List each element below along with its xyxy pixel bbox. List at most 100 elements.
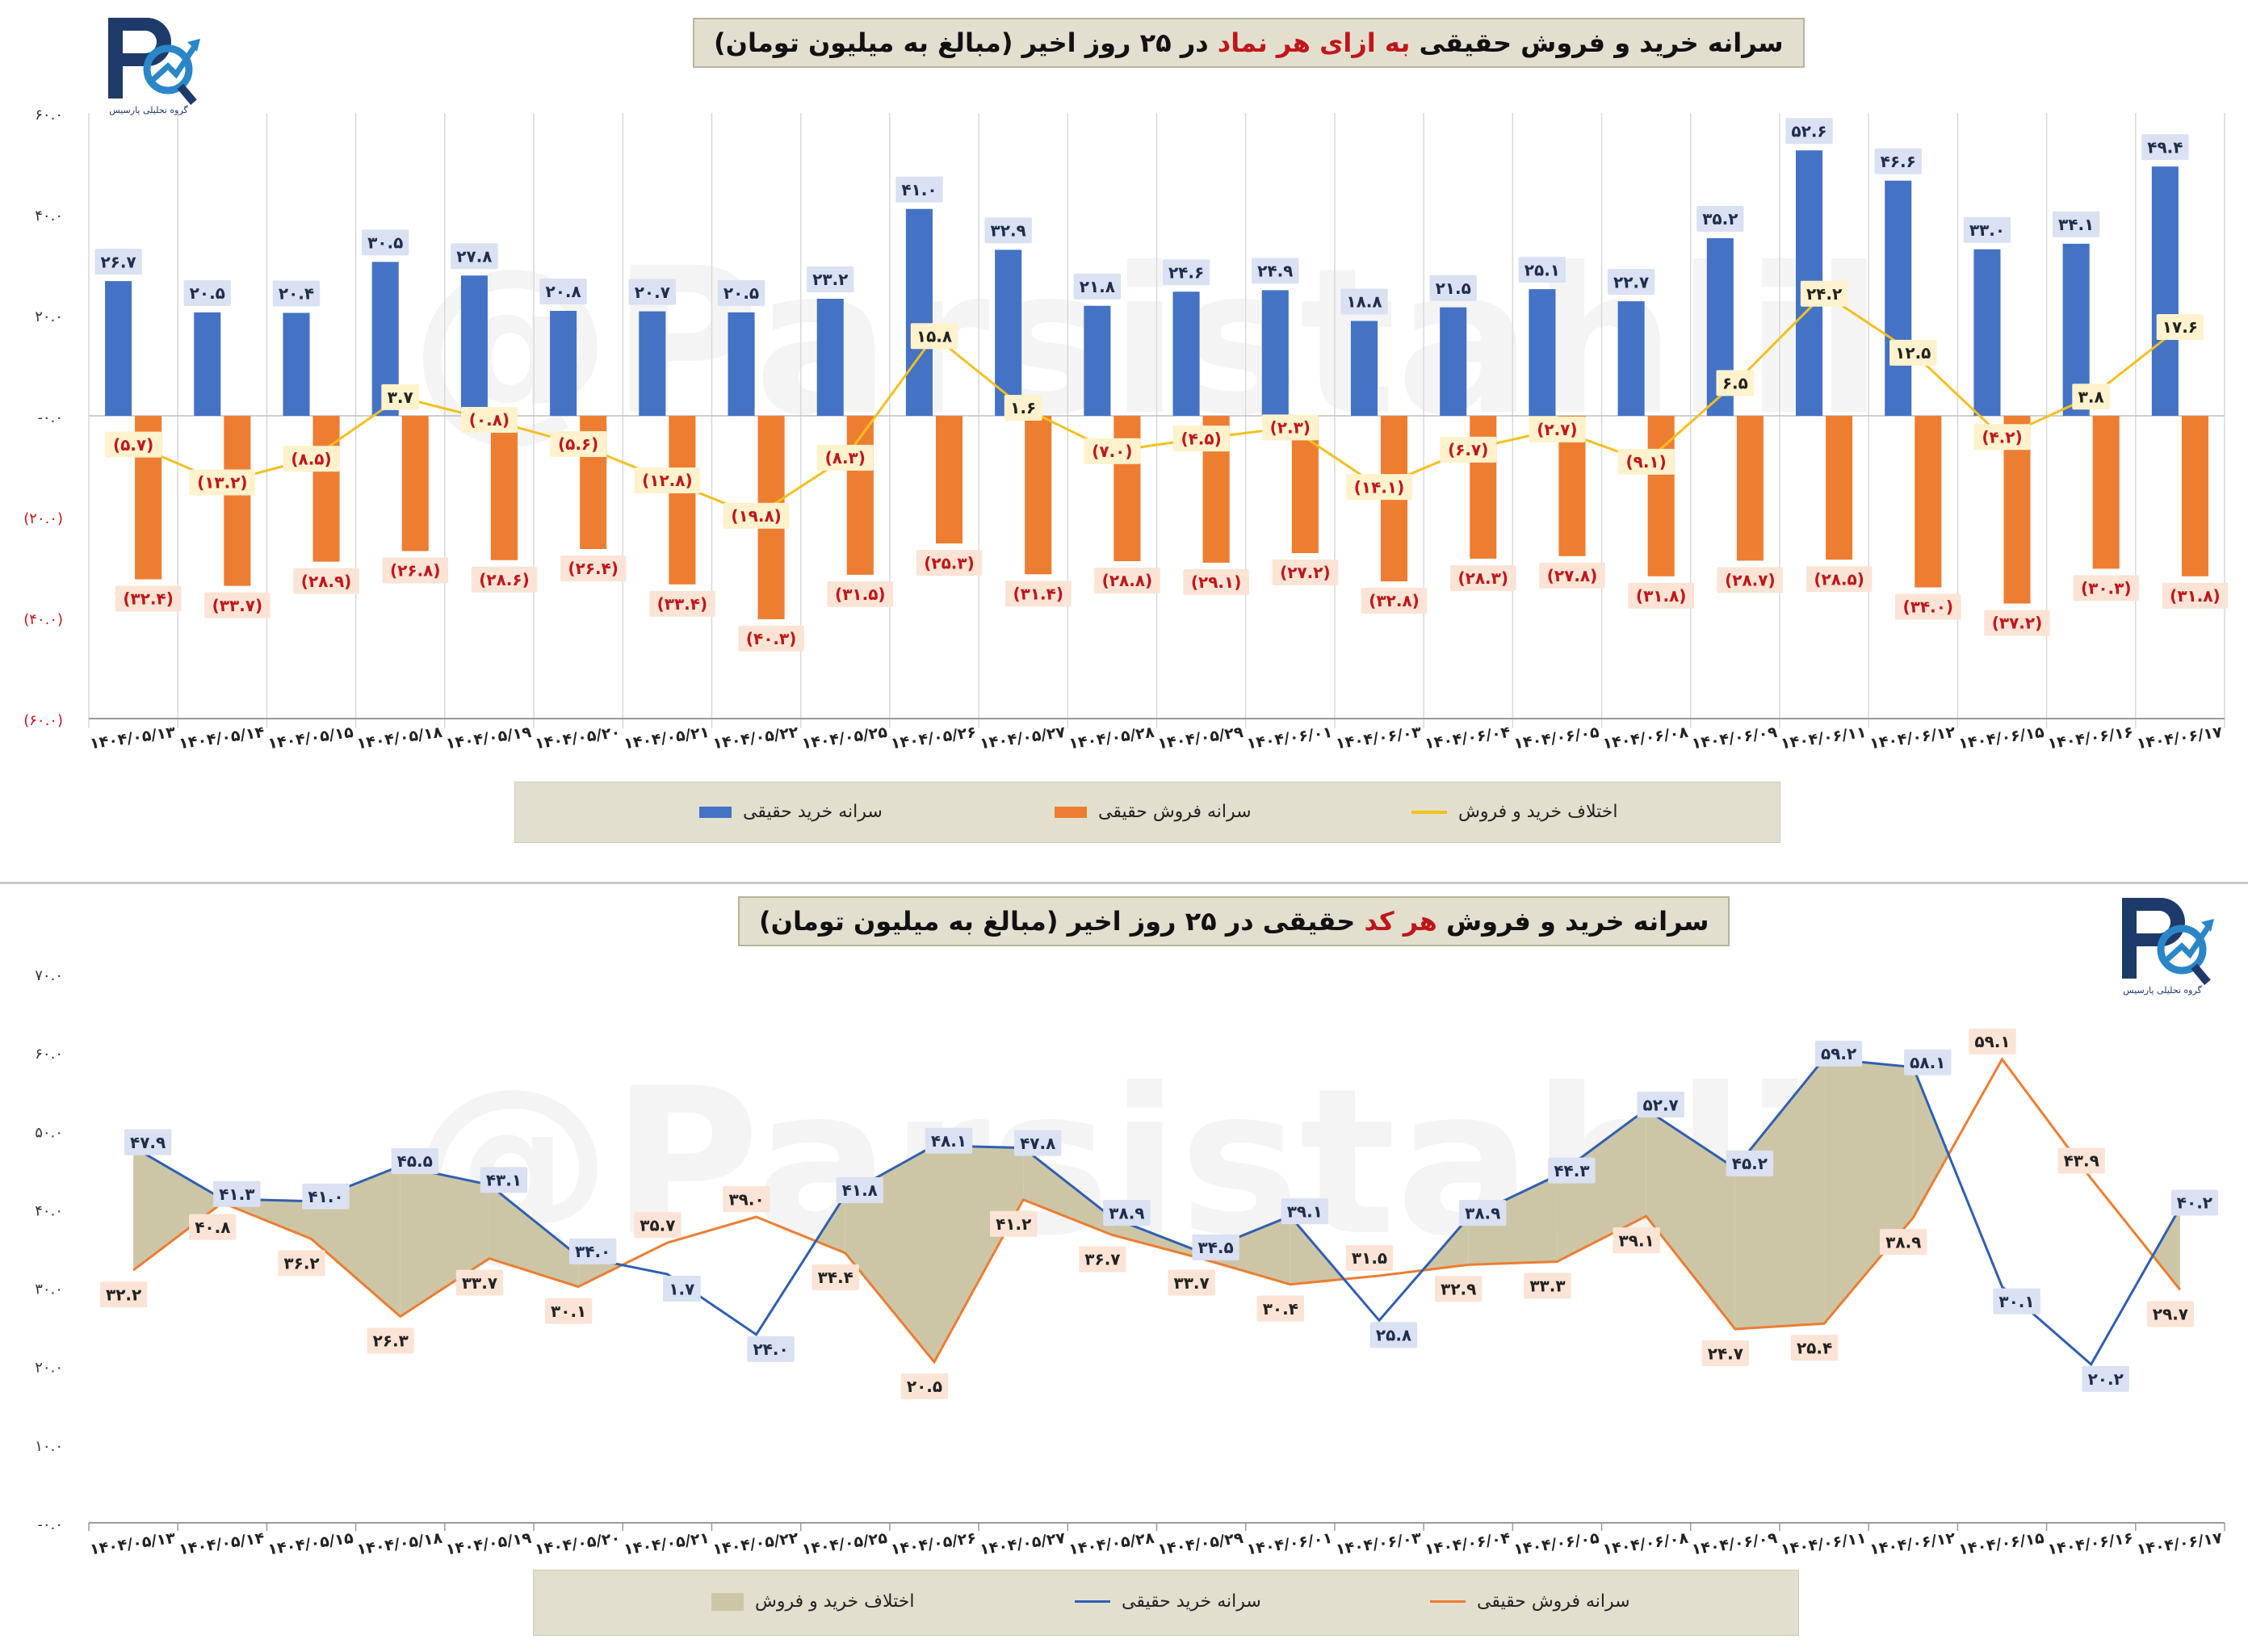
- label-sell-box: [2162, 582, 2229, 609]
- label-sell: ۲۴.۷: [1701, 1340, 1750, 1367]
- bar-sell: [1736, 416, 1764, 561]
- label-buy-text: ۲۰.۴: [279, 284, 314, 304]
- bar-buy: [550, 311, 577, 416]
- diff-area: [933, 1145, 1024, 1362]
- label-buy: ۲۱.۵: [1429, 275, 1477, 301]
- x-tick-label: ۱۴۰۴/۰۵/۲۵: [801, 1529, 889, 1559]
- label-sell-box: [900, 1373, 949, 1399]
- label-buy-text: ۲۲.۷: [1613, 272, 1649, 291]
- label-diff-box: [550, 431, 607, 457]
- label-buy-box: [925, 1127, 973, 1154]
- label-buy-text: ۴۸.۱: [931, 1131, 967, 1151]
- label-sell-text: ۳۲.۲: [106, 1285, 141, 1304]
- y-tick-label: ۲۰.۰: [35, 1360, 63, 1377]
- x-tick-label: ۱۴۰۴/۰۶/۱۷: [2136, 1529, 2224, 1559]
- x-tick-label: ۱۴۰۴/۰۶/۰۴: [1424, 723, 1512, 753]
- label-buy: ۴۱.۳: [213, 1180, 261, 1207]
- y-tick-label: (۴۰.۰): [23, 611, 63, 628]
- label-diff: ۱۲.۵: [1889, 339, 1937, 366]
- x-tick-label: ۱۴۰۴/۰۶/۰۹: [1691, 723, 1779, 753]
- label-buy-box: [94, 249, 142, 275]
- label-buy-text: ۳۲.۹: [991, 221, 1026, 241]
- label-sell-box: [1256, 1295, 1305, 1322]
- label-sell: ۴۱.۲: [989, 1210, 1038, 1237]
- label-buy-text: ۳۵.۲: [1702, 209, 1738, 229]
- label-buy: ۳۰.۱: [1993, 1288, 2040, 1314]
- label-sell: ۳۰.۴: [1256, 1295, 1305, 1322]
- legend-label-sell-line: سرانه فروش حقیقی: [1477, 1591, 1630, 1612]
- legend-swatch-sell: [1055, 806, 1087, 818]
- label-diff-text: ۱.۶: [1010, 398, 1036, 417]
- label-buy: ۴۱.۰: [895, 176, 943, 203]
- legend-label-sell: سرانه فروش حقیقی: [1098, 802, 1252, 822]
- label-diff: (۱۹.۸): [723, 502, 790, 529]
- label-sell: (۲۷.۲): [1272, 560, 1339, 585]
- label-sell-text: ۳۳.۳: [1529, 1277, 1565, 1296]
- label-sell-box: [1168, 1269, 1215, 1296]
- label-sell-text: (۳۱.۵): [835, 585, 886, 604]
- bar-sell: [846, 416, 874, 575]
- label-buy-box: [451, 243, 498, 270]
- label-buy-box: [2141, 134, 2189, 161]
- diff-area: [1734, 1058, 1825, 1330]
- bar-sell: [935, 416, 963, 544]
- y-tick-label: ۱۰.۰: [35, 1438, 63, 1455]
- label-sell-box: [1449, 564, 1516, 591]
- label-diff: (۹.۱): [1617, 448, 1675, 475]
- label-buy-text: ۲۰.۵: [190, 283, 225, 303]
- label-diff-box: [1261, 414, 1319, 441]
- x-tick-label: ۱۴۰۴/۰۶/۰۳: [1335, 723, 1423, 753]
- label-buy: ۴۳.۱: [480, 1167, 528, 1193]
- x-tick-label: ۱۴۰۴/۰۵/۲۵: [801, 723, 889, 753]
- label-buy: ۲۷.۸: [451, 243, 498, 270]
- label-diff-box: [1800, 280, 1848, 307]
- label-sell: (۲۹.۱): [1183, 568, 1249, 595]
- label-diff-box: [1004, 395, 1042, 421]
- label-diff-box: [2072, 384, 2111, 410]
- label-buy: ۴۷.۸: [1013, 1130, 1062, 1156]
- label-buy: ۵۲.۶: [1785, 118, 1833, 145]
- label-buy-box: [1429, 275, 1477, 301]
- label-sell-text: (۲۵.۳): [924, 553, 975, 572]
- bar-sell: [401, 416, 429, 551]
- legend-label-buy-line: سرانه خرید حقیقی: [1122, 1591, 1261, 1612]
- label-buy: ۴۱.۸: [836, 1176, 883, 1203]
- label-diff: (۷.۰): [1084, 438, 1141, 464]
- x-tick-label: ۱۴۰۴/۰۵/۲۲: [711, 723, 799, 753]
- label-buy: ۲۵.۸: [1369, 1322, 1418, 1348]
- label-buy-text: ۲۶.۷: [100, 252, 136, 271]
- label-diff-box: [1084, 438, 1141, 464]
- label-buy-box: [895, 176, 943, 203]
- label-buy-box: [717, 279, 765, 306]
- label-sell-text: ۳۰.۱: [551, 1302, 586, 1321]
- x-tick-label: ۱۴۰۴/۰۵/۲۷: [979, 1529, 1067, 1559]
- bar-buy: [1084, 305, 1111, 416]
- label-sell: (۲۸.۸): [1094, 568, 1160, 593]
- label-sell-text: (۲۷.۸): [1547, 566, 1598, 585]
- label-buy-text: ۴۹.۴: [2147, 137, 2183, 157]
- label-sell: (۳۰.۳): [2073, 575, 2140, 602]
- label-diff-box: [723, 502, 790, 529]
- label-diff-box: [1346, 474, 1412, 501]
- x-tick-label: ۱۴۰۴/۰۵/۲۷: [979, 723, 1067, 753]
- label-buy-box: [807, 266, 854, 292]
- label-buy-box: [1252, 258, 1299, 284]
- label-sell: ۴۰.۸: [189, 1214, 237, 1240]
- label-sell-box: [723, 1186, 770, 1213]
- label-buy-text: ۴۱.۸: [842, 1180, 878, 1200]
- label-diff: ۲۴.۲: [1800, 280, 1848, 307]
- label-sell-text: ۳۴.۴: [818, 1268, 853, 1287]
- label-sell-box: [1361, 588, 1428, 614]
- label-diff-text: (۸.۳): [825, 448, 866, 468]
- label-buy-box: [568, 1238, 617, 1264]
- chart1-plot: @Parsistahlil۶۰.۰۴۰.۰۲۰.۰-۰.۰(۲۰.۰)(۴۰.۰…: [23, 107, 2229, 753]
- label-diff: ۳.۷: [381, 384, 420, 410]
- label-diff-box: [189, 469, 256, 496]
- bar-buy: [1261, 290, 1289, 416]
- label-diff-box: [910, 323, 958, 350]
- label-diff: (۵.۷): [105, 431, 162, 458]
- label-buy: ۲۰.۲: [2082, 1365, 2129, 1392]
- y-tick-label: ۶۰.۰: [35, 107, 63, 124]
- diff-area: [1557, 1109, 1646, 1262]
- label-buy-box: [183, 279, 231, 306]
